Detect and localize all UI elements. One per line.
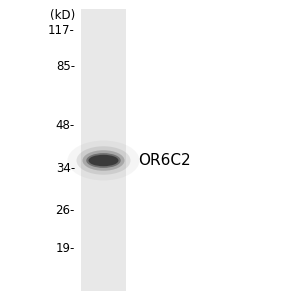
Ellipse shape	[82, 150, 124, 171]
Text: OR6C2: OR6C2	[138, 153, 190, 168]
Text: 85-: 85-	[56, 59, 75, 73]
Ellipse shape	[86, 153, 121, 168]
Ellipse shape	[68, 140, 140, 180]
Bar	[81, 9, 126, 291]
Ellipse shape	[76, 146, 130, 175]
Text: 26-: 26-	[56, 203, 75, 217]
Ellipse shape	[88, 155, 119, 166]
Text: 19-: 19-	[56, 242, 75, 256]
Text: (kD): (kD)	[50, 9, 75, 22]
Text: 34-: 34-	[56, 161, 75, 175]
Text: 117-: 117-	[48, 23, 75, 37]
Text: 48-: 48-	[56, 119, 75, 133]
